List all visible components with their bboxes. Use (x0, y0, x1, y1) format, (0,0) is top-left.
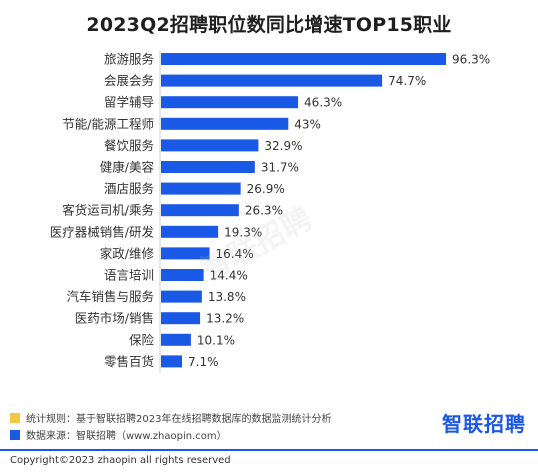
bar (161, 117, 289, 130)
value-label: 19.3% (224, 225, 262, 239)
value-label: 7.1% (188, 355, 219, 369)
value-label: 13.8% (208, 290, 246, 304)
category-label: 留学辅导 (104, 95, 154, 110)
note-source-text: 数据来源：智联招聘（www.zhaopin.com） (26, 431, 227, 442)
bar (161, 182, 241, 195)
category-label: 零售百货 (104, 354, 154, 369)
bar (161, 333, 191, 346)
bar (161, 204, 239, 217)
value-label: 16.4% (216, 247, 254, 261)
category-label: 酒店服务 (104, 181, 154, 196)
category-label: 会展会务 (104, 73, 154, 88)
value-label: 74.7% (388, 74, 426, 88)
bar (161, 312, 201, 325)
brand-logo: 智联招聘 (442, 412, 526, 436)
note-rule-text: 统计规则：基于智联招聘2023年在线招聘数据库的数据监测统计分析 (26, 414, 332, 425)
bar (161, 290, 202, 303)
value-label: 32.9% (264, 139, 302, 153)
note-rule-swatch (10, 412, 20, 423)
bar (161, 247, 210, 260)
chart-title: 2023Q2招聘职位数同比增速TOP15职业 (86, 14, 452, 36)
category-label: 健康/美容 (100, 160, 154, 175)
bar (161, 74, 383, 87)
category-label: 医疗器械销售/研发 (50, 224, 155, 239)
bar (161, 161, 255, 173)
value-label: 31.7% (261, 161, 299, 175)
value-label: 10.1% (197, 333, 235, 347)
value-label: 46.3% (304, 96, 342, 110)
bar (161, 269, 204, 281)
bar (161, 96, 299, 109)
value-label: 26.9% (247, 182, 285, 196)
category-label: 语言培训 (104, 268, 154, 283)
category-label: 旅游服务 (104, 52, 154, 67)
note-source-swatch (10, 429, 20, 440)
value-label: 96.3% (452, 53, 490, 67)
value-label: 26.3% (245, 204, 283, 218)
footer-divider (0, 449, 538, 451)
bar (161, 225, 219, 238)
value-label: 14.4% (210, 269, 248, 283)
bar (161, 355, 183, 368)
bar (161, 53, 447, 65)
category-label: 保险 (129, 332, 155, 347)
copyright: Copyright©2023 zhaopin all rights reserv… (10, 455, 231, 466)
category-label: 餐饮服务 (104, 138, 154, 153)
value-label: 13.2% (206, 312, 244, 326)
value-label: 43% (294, 117, 321, 131)
category-label: 客货运司机/乘务 (62, 203, 154, 218)
bar (161, 139, 259, 152)
category-label: 节能/能源工程师 (62, 116, 154, 131)
category-label: 医药市场/销售 (75, 311, 154, 326)
category-label: 家政/维修 (100, 246, 155, 261)
category-label: 汽车销售与服务 (66, 289, 154, 304)
bar-chart: 旅游服务 96.3% 会展会务 74.7% 留学辅导 46.3% 节能/能源工程师 43% 餐饮… (50, 51, 490, 373)
notes: 统计规则：基于智联招聘2023年在线招聘数据库的数据监测统计分析 数据来源：智联… (10, 409, 331, 443)
note-rule: 统计规则：基于智联招聘2023年在线招聘数据库的数据监测统计分析 (10, 409, 331, 426)
note-source: 数据来源：智联招聘（www.zhaopin.com） (10, 426, 331, 443)
